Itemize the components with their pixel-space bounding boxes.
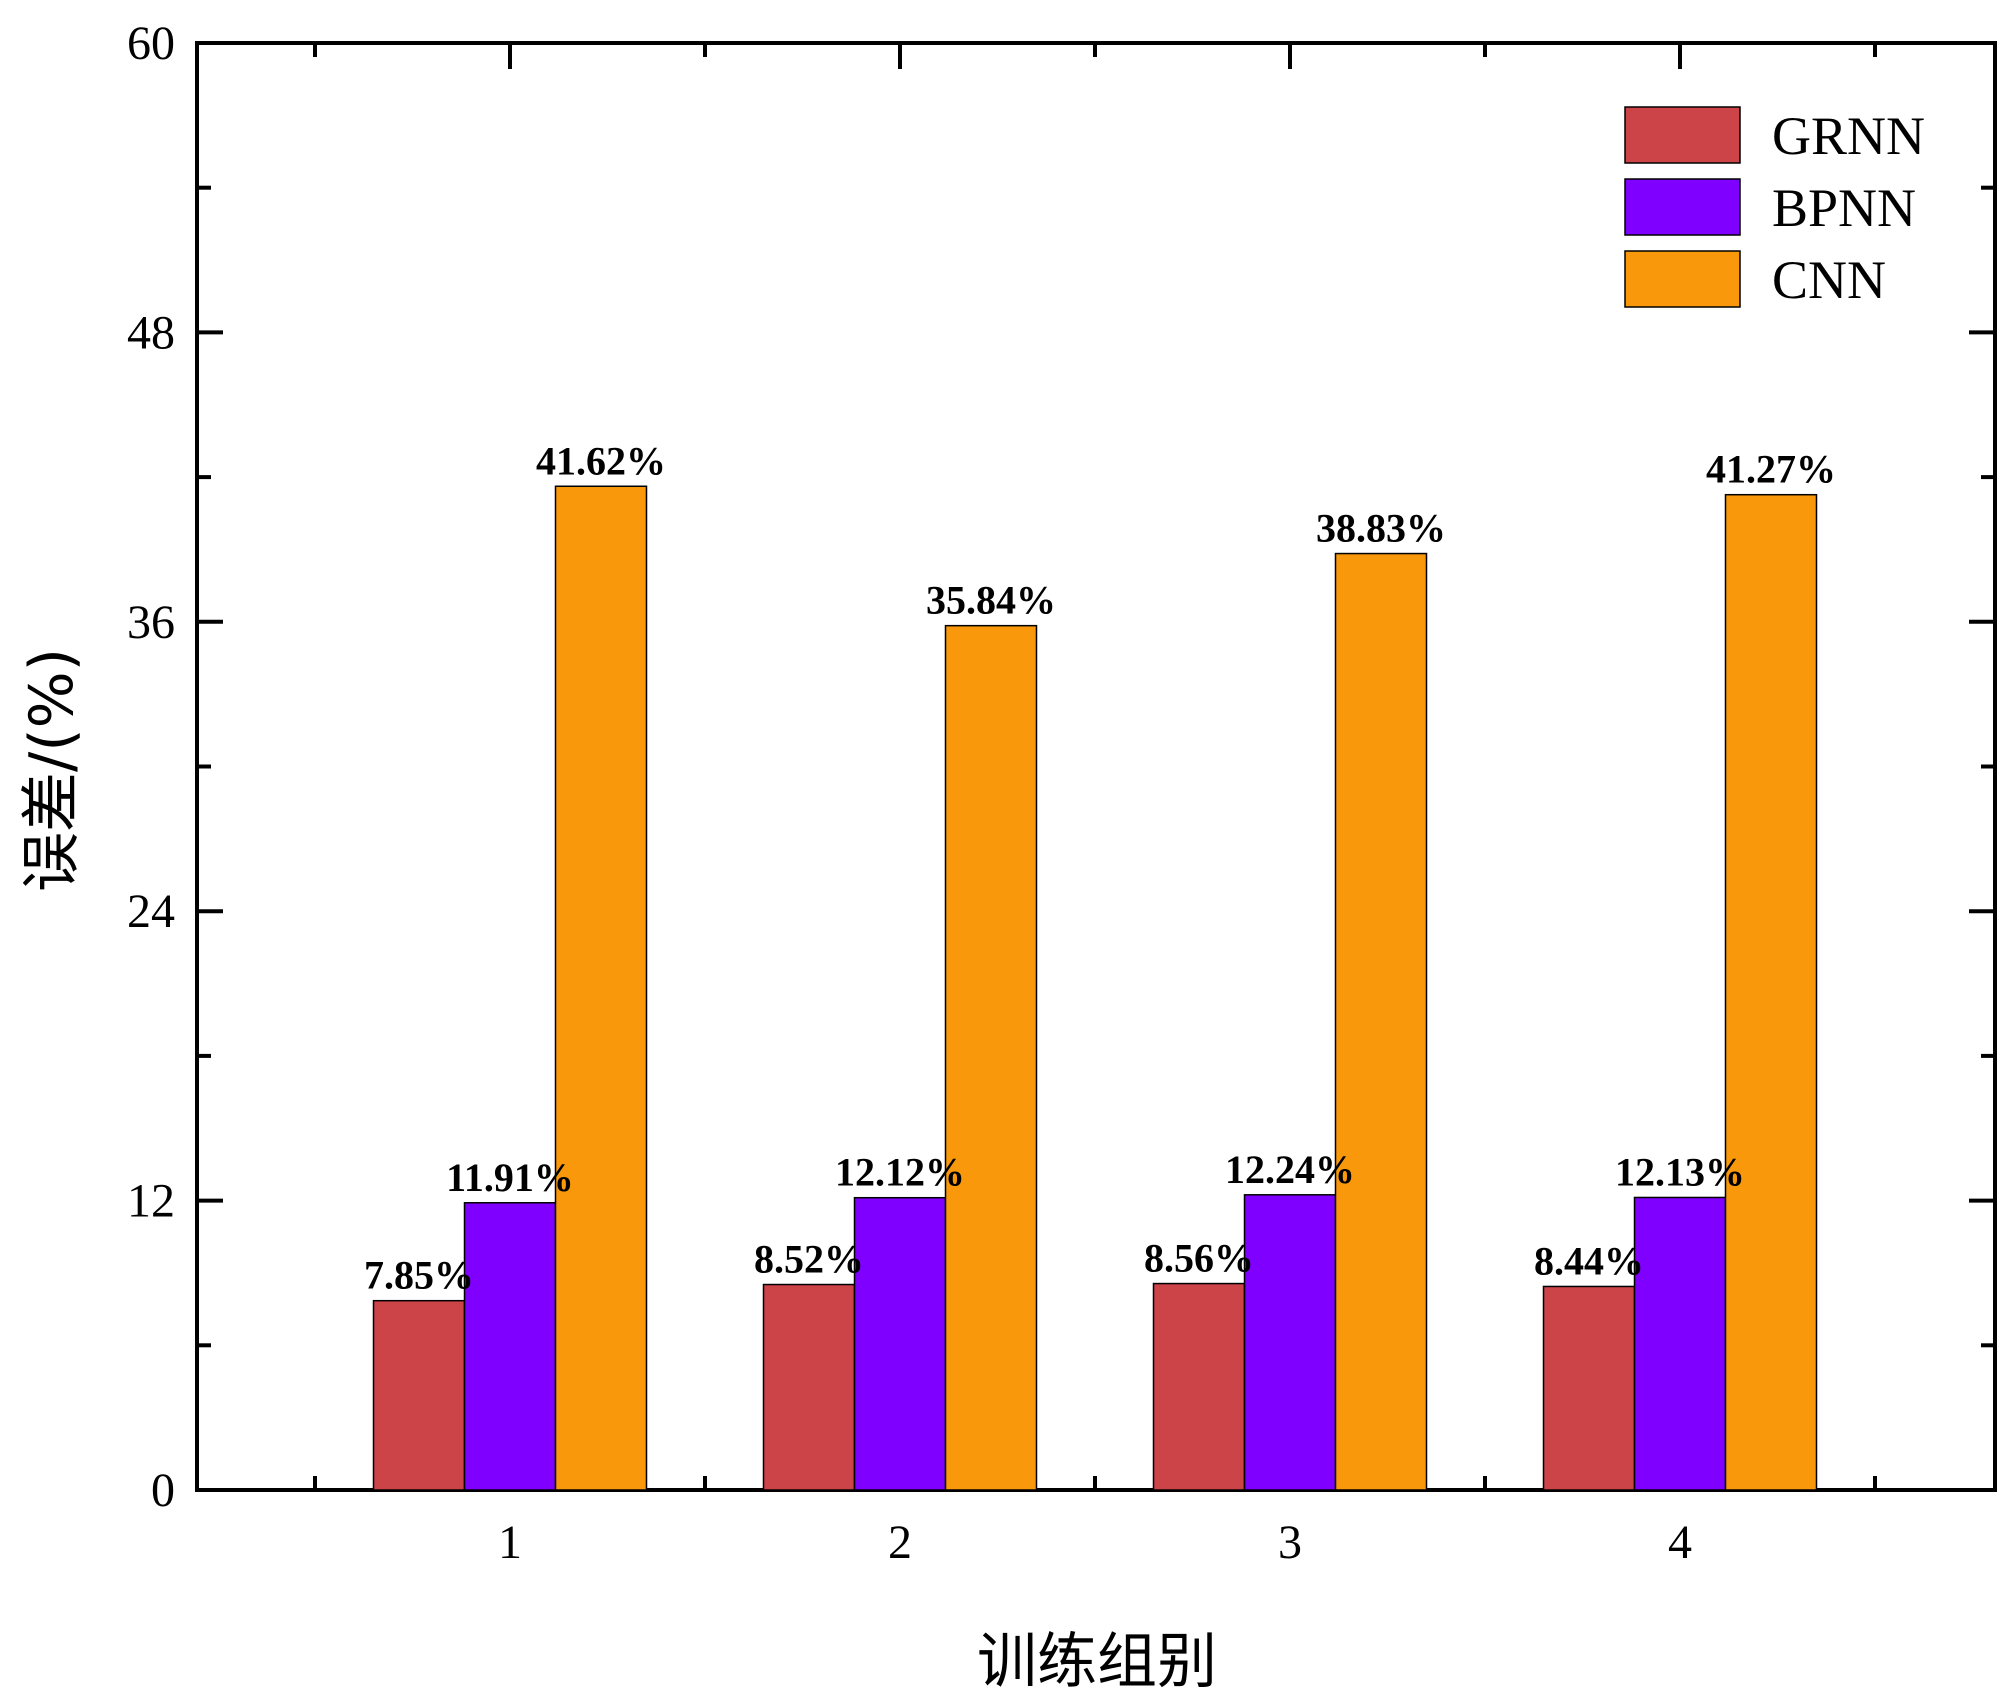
y-tick-label: 60 — [127, 17, 175, 70]
bar-cnn-group-3 — [1334, 552, 1428, 1491]
bars — [372, 485, 1818, 1491]
data-label-cnn-group-1: 41.62% — [536, 438, 666, 483]
legend-label-bpnn: BPNN — [1772, 178, 1916, 238]
bar-bpnn-group-3 — [1243, 1194, 1337, 1491]
x-tick-label: 4 — [1668, 1516, 1692, 1569]
bar-grnn-group-3 — [1152, 1282, 1246, 1491]
bar-bpnn-group-1 — [463, 1202, 557, 1491]
data-label-cnn-group-4: 41.27% — [1706, 447, 1836, 492]
data-label-bpnn-group-3: 12.24% — [1225, 1147, 1355, 1192]
x-axis-title: 训练组别 — [977, 1627, 1217, 1697]
bar-cnn-group-2 — [944, 624, 1038, 1491]
legend-label-cnn: CNN — [1772, 250, 1886, 310]
data-label-cnn-group-3: 38.83% — [1316, 506, 1446, 551]
y-tick-label: 48 — [127, 306, 175, 359]
x-tick-label: 2 — [888, 1516, 912, 1569]
data-label-bpnn-group-2: 12.12% — [835, 1150, 965, 1195]
data-label-bpnn-group-4: 12.13% — [1615, 1149, 1745, 1194]
bar-grnn-group-1 — [372, 1299, 466, 1491]
data-label-cnn-group-2: 35.84% — [926, 578, 1056, 623]
legend: GRNN BPNN CNN — [1624, 106, 1925, 310]
bar-bpnn-group-2 — [853, 1196, 947, 1491]
data-label-grnn-group-4: 8.44% — [1534, 1238, 1644, 1283]
data-label-grnn-group-2: 8.52% — [754, 1237, 864, 1282]
bar-grnn-group-4 — [1542, 1285, 1636, 1491]
legend-label-grnn: GRNN — [1772, 106, 1925, 166]
bar-cnn-group-4 — [1724, 493, 1818, 1491]
y-tick-label: 12 — [127, 1175, 175, 1228]
bar-bpnn-group-4 — [1633, 1196, 1727, 1491]
legend-swatch-bpnn — [1624, 178, 1741, 236]
data-label-bpnn-group-1: 11.91% — [446, 1155, 574, 1200]
y-tick-label: 36 — [127, 596, 175, 649]
data-label-grnn-group-3: 8.56% — [1144, 1236, 1254, 1281]
legend-swatch-cnn — [1624, 250, 1741, 308]
y-axis-title: 误差/(%) — [17, 648, 87, 892]
x-tick-label: 1 — [498, 1516, 522, 1569]
y-tick-label: 24 — [127, 885, 175, 938]
legend-swatch-grnn — [1624, 106, 1741, 164]
x-tick-label: 3 — [1278, 1516, 1302, 1569]
y-tick-label: 0 — [151, 1464, 175, 1517]
bar-grnn-group-2 — [762, 1283, 856, 1491]
bar-cnn-group-1 — [554, 485, 648, 1491]
data-label-grnn-group-1: 7.85% — [364, 1253, 474, 1298]
data-labels: 7.85% 11.91% 41.62% 8.52% 12.12% 35.84% 8.56% 1… — [364, 438, 1836, 1297]
